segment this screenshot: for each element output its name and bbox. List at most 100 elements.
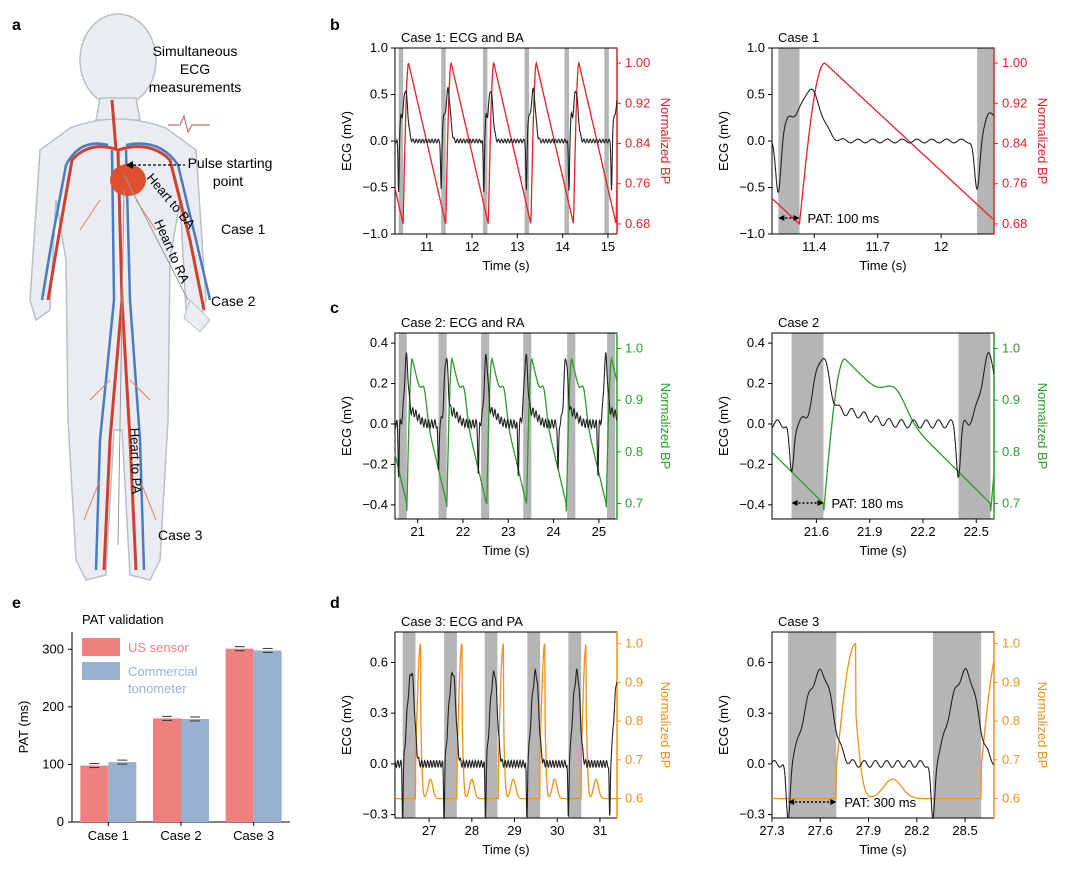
pat-window [402, 632, 416, 818]
y2-tick-label: 0.7 [1002, 752, 1020, 767]
panel-letter-c: c [330, 300, 339, 317]
pat-window [788, 632, 837, 818]
pat-window [977, 48, 994, 234]
y2-axis-label: Normalized BP [1035, 98, 1050, 185]
pat-arrowhead-right [793, 215, 800, 221]
y-tick-label: 0.3 [747, 705, 765, 720]
label-heart-to-pa: Heart to PA [127, 428, 144, 495]
legend-label: Commercial [128, 664, 197, 679]
x-axis-label: Time (s) [482, 842, 529, 857]
pat-annotation: PAT: 180 ms [832, 496, 904, 511]
x-tick-label: Case 2 [160, 828, 201, 843]
x-tick-label: 28 [465, 823, 479, 838]
x-tick-label: 15 [601, 239, 615, 254]
label-case-1: Case 1 [221, 221, 266, 237]
pat-arrowhead-right [830, 799, 837, 805]
y-tick-label: 0.0 [747, 756, 765, 771]
pat-window [441, 48, 446, 234]
bp-series-line [394, 356, 618, 512]
pat-annotation: PAT: 100 ms [807, 211, 879, 226]
y-axis-label: PAT (ms) [16, 701, 31, 754]
chart-title: Case 3: ECG and PA [401, 614, 523, 629]
y2-axis-label: Normalized BP [658, 383, 673, 470]
y2-tick-label: 0.7 [1002, 496, 1020, 511]
y-axis-label: ECG (mV) [716, 111, 731, 171]
x-tick-label: 12 [465, 239, 479, 254]
y2-tick-label: 1.0 [625, 341, 643, 356]
y-tick-label: −1.0 [739, 226, 765, 241]
pat-window [523, 333, 532, 519]
pat-arrowhead-left [778, 215, 785, 221]
y-tick-label: 1.0 [370, 40, 388, 55]
pat-arrowhead-right [817, 500, 824, 506]
x-tick-label: 29 [507, 823, 521, 838]
x-tick-label: 11.7 [866, 239, 890, 254]
bar [80, 765, 109, 822]
y2-tick-label: 0.9 [1002, 392, 1020, 407]
y-tick-label: −0.2 [739, 456, 765, 471]
y-tick-label: −0.4 [362, 497, 388, 512]
chart-title: PAT validation [82, 612, 164, 627]
y-tick-label: 0.6 [747, 654, 765, 669]
chart-e: PAT validation 0 100 200 300 PAT (ms) Case 1 Ca… [16, 612, 290, 843]
legend: US sensor Commercial tonometer [82, 638, 197, 696]
x-tick-label: 24 [546, 524, 560, 539]
x-axis-label: Time (s) [859, 543, 906, 558]
y2-tick-label: 1.00 [625, 55, 650, 70]
panel-letter-d: d [330, 595, 340, 612]
label-simultaneous-3: measurements [149, 79, 242, 95]
y2-tick-label: 0.9 [625, 392, 643, 407]
y2-tick-label: 0.8 [1002, 444, 1020, 459]
label-case-3: Case 3 [158, 527, 203, 543]
x-tick-label: 30 [550, 823, 564, 838]
y2-tick-label: 1.00 [1002, 55, 1027, 70]
ecg-series-line [771, 668, 995, 820]
pat-window [444, 632, 457, 818]
y-tick-label: −0.5 [362, 180, 388, 195]
y-axis-label: ECG (mV) [339, 695, 354, 755]
label-case-2: Case 2 [211, 293, 256, 309]
y-tick-label: −0.2 [362, 456, 388, 471]
panel-letter-a: a [12, 17, 21, 34]
bar [153, 718, 181, 822]
chart-title: Case 1 [778, 30, 819, 45]
y-tick-label: 0.0 [747, 416, 765, 431]
bp-series-line [394, 643, 617, 800]
pat-annotation: PAT: 300 ms [844, 795, 916, 810]
bp-series-line [771, 642, 995, 800]
body-illustration: Simultaneous ECG measurements Pulse star… [29, 13, 272, 581]
x-tick-label: 21 [410, 524, 424, 539]
y-axis-label: ECG (mV) [339, 111, 354, 171]
ecg-series-line [394, 86, 618, 193]
x-tick-label: 27.9 [856, 823, 881, 838]
label-simultaneous-1: Simultaneous [153, 43, 238, 59]
y2-tick-label: 0.8 [625, 444, 643, 459]
x-tick-label: 27.3 [759, 823, 784, 838]
y2-tick-label: 0.6 [1002, 791, 1020, 806]
x-axis-label: Time (s) [859, 258, 906, 273]
y-tick-label: 0.4 [370, 335, 388, 350]
y2-tick-label: 0.92 [625, 95, 650, 110]
pat-arrowhead-left [791, 500, 798, 506]
chart-d-left: Case 3: ECG and PA 27 28 29 30 31 Time (s) −0.3… [339, 614, 673, 857]
y-tick-label: 0.0 [370, 133, 388, 148]
legend-swatch [82, 662, 120, 680]
x-tick-label: 21.9 [857, 524, 882, 539]
x-tick-label: Case 1 [88, 828, 129, 843]
x-tick-label: 21.6 [804, 524, 829, 539]
y2-tick-label: 0.92 [1002, 95, 1027, 110]
bar [181, 718, 209, 822]
y2-tick-label: 0.8 [1002, 713, 1020, 728]
pat-arrowhead-left [788, 799, 795, 805]
x-tick-label: 22 [456, 524, 470, 539]
ecg-series-line [394, 667, 618, 820]
y-tick-label: 0.5 [747, 87, 765, 102]
label-simultaneous-2: ECG [180, 61, 210, 77]
pat-window [778, 48, 800, 234]
y-tick-label: 0.2 [747, 376, 765, 391]
y2-tick-label: 1.0 [1002, 636, 1020, 651]
pat-window [932, 632, 982, 818]
ecg-series-line [394, 352, 618, 478]
y-tick-label: 0.2 [370, 376, 388, 391]
